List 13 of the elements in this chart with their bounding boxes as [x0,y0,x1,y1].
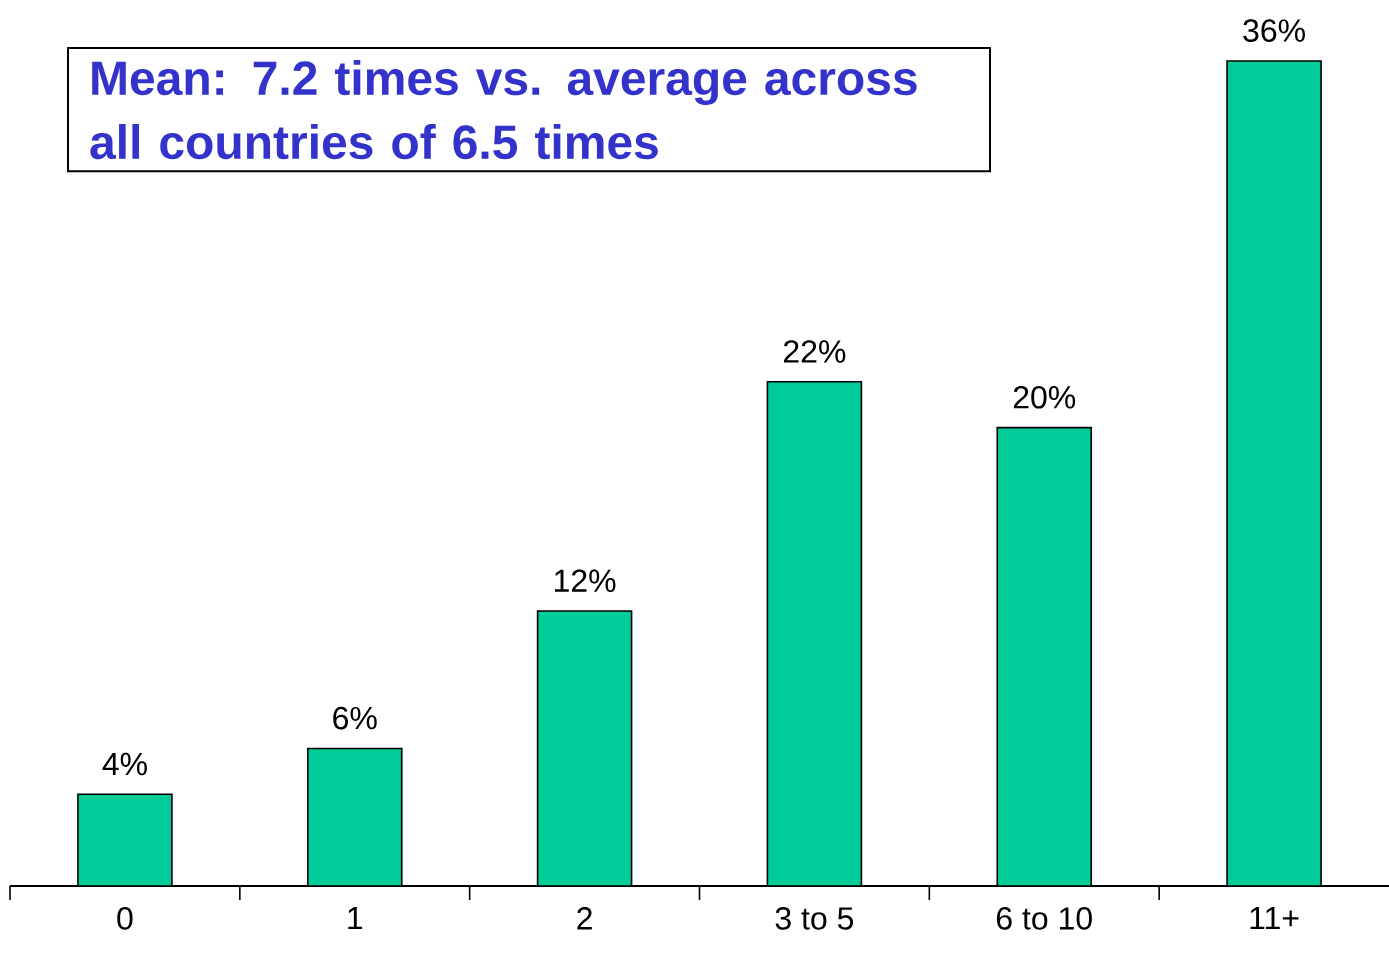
x-tick-label: 3 to 5 [775,907,854,930]
annotation: Mean: 7.2 times vs. average across all countries of 6.5 times [90,59,917,160]
data-label: 22% [783,340,846,363]
data-label: 12% [555,569,616,592]
data-label: 20% [1013,385,1076,409]
data-label: 36% [1243,19,1305,42]
data-label: 4% [102,752,147,776]
x-tick-label: 6 to 10 [996,907,1092,930]
x-tick-label: 2 [577,907,592,930]
x-tick-label: 1 [348,907,363,930]
x-tick-label: 0 [117,907,133,930]
data-label: 6% [333,706,377,730]
x-tick-label: 11+ [1250,907,1299,930]
